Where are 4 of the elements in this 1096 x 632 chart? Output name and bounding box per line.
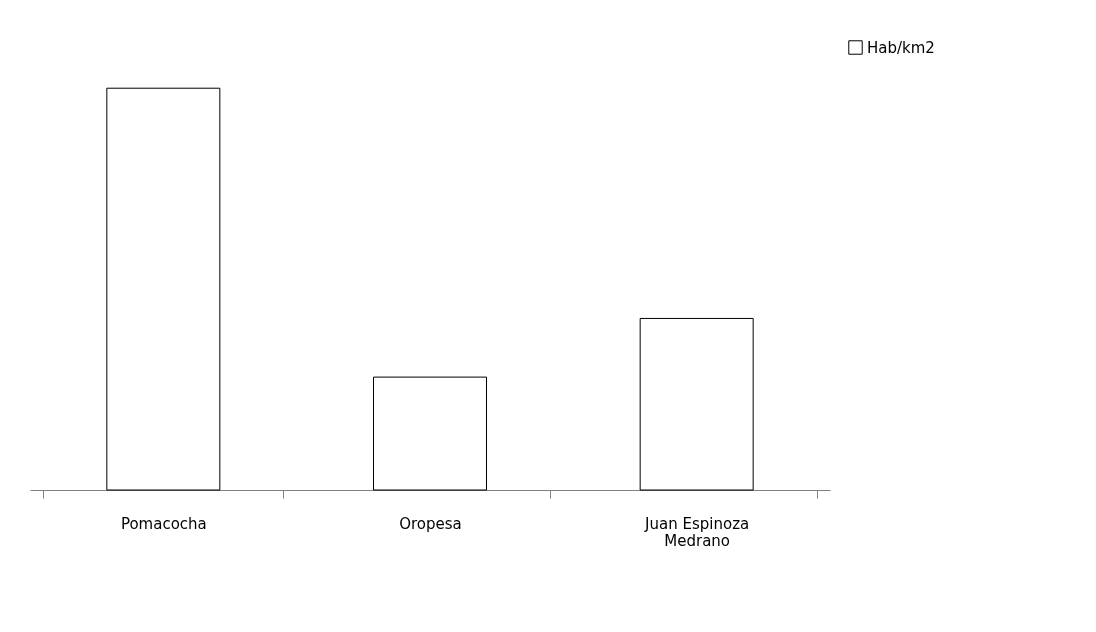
x-tick-label: Oropesa <box>399 514 462 533</box>
x-tick-label: Pomacocha <box>120 514 207 533</box>
x-tick-label: Juan Espinoza Medrano <box>644 514 750 550</box>
legend-label: Hab/km2 <box>867 38 935 57</box>
